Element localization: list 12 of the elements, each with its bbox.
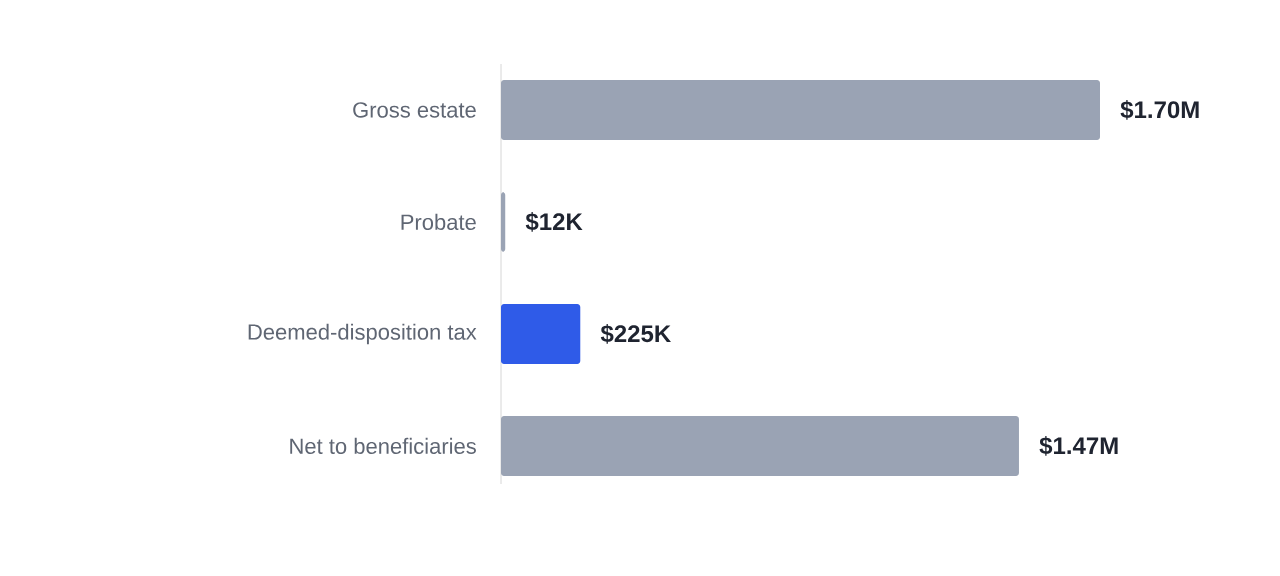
y-tick-label: Deemed-disposition tax xyxy=(248,323,477,345)
bar xyxy=(501,415,1019,476)
bar xyxy=(501,303,581,364)
y-tick-label: Gross estate xyxy=(353,102,476,118)
y-tick-label: Net to beneficiaries xyxy=(290,437,476,455)
data-label: $1.47M xyxy=(1039,436,1118,456)
data-label: $225K xyxy=(600,324,671,344)
data-label: $12K xyxy=(525,212,583,232)
bar xyxy=(501,79,1101,140)
y-tick-label: Probate xyxy=(401,213,476,231)
data-label: $1.70M xyxy=(1120,100,1199,120)
bar xyxy=(501,191,506,252)
